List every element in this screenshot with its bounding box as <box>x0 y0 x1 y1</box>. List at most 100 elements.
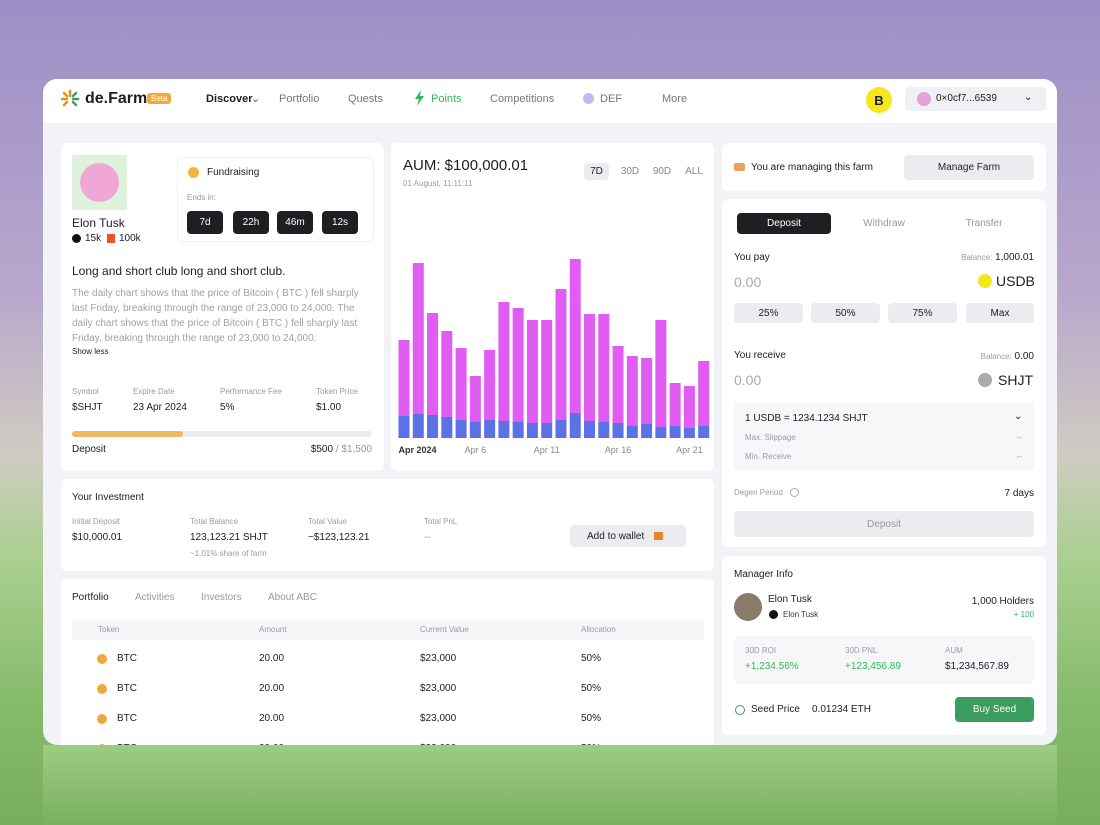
bar <box>612 423 624 438</box>
bolt-icon <box>415 90 424 106</box>
bar <box>626 356 638 426</box>
chart: Apr 2024 Apr 6 Apr 11 Apr 16 Apr 21 <box>398 259 710 455</box>
column-header[interactable]: Allocation <box>581 625 616 634</box>
balance: 1,000.01 <box>995 252 1034 263</box>
tab[interactable]: Investors <box>201 592 242 603</box>
seed-label: Seed Price <box>751 704 800 715</box>
receive-amount: 0.00 <box>734 372 762 388</box>
bar <box>598 314 610 422</box>
tab[interactable]: About ABC <box>268 592 317 603</box>
field-label: Token Price <box>316 387 358 396</box>
bar <box>498 421 510 438</box>
table-cell: 50% <box>581 683 602 694</box>
bar <box>655 320 667 427</box>
bar <box>498 302 510 421</box>
investment-title: Your Investment <box>72 492 144 503</box>
btc-icon <box>97 714 107 724</box>
column-header[interactable]: Amount <box>259 625 287 634</box>
nav-item[interactable]: Portfolio <box>279 93 320 105</box>
bar <box>541 320 553 423</box>
bar <box>484 350 496 420</box>
blast-icon[interactable]: B <box>866 87 892 113</box>
nav-item[interactable]: More <box>662 93 688 105</box>
bar <box>441 417 453 438</box>
add-wallet-button[interactable]: Add to wallet <box>570 525 686 547</box>
range-button[interactable]: 30D <box>620 166 640 177</box>
manage-button[interactable]: Manage Farm <box>904 155 1034 180</box>
rate[interactable]: 1 USDB = 1234.1234 SHJT <box>745 413 868 424</box>
tab[interactable]: Activities <box>135 592 175 603</box>
bar <box>584 314 596 421</box>
seed-value: 0.01234 ETH <box>812 704 871 715</box>
inv-value: ~$123,123.21 <box>308 532 370 543</box>
manager-title: Manager Info <box>734 569 793 580</box>
heading: Long and short club long and short club. <box>72 264 286 278</box>
percent-button[interactable]: 25% <box>734 303 803 323</box>
bar <box>512 422 524 438</box>
you-pay: You pay <box>734 252 770 263</box>
deposit-button[interactable]: Deposit <box>734 511 1034 537</box>
x-icon <box>769 610 778 619</box>
degen: 7 days <box>1004 488 1034 499</box>
bar <box>427 415 439 438</box>
field-value: 23 Apr 2024 <box>133 402 187 413</box>
table-cell: 20.00 <box>259 683 285 694</box>
slippage: -- <box>1016 433 1022 442</box>
nav-item[interactable]: Discover <box>206 93 253 105</box>
pay-amount[interactable]: 0.00 <box>734 274 762 290</box>
shjt-icon <box>978 373 992 387</box>
balance-label: Balance: <box>961 253 993 262</box>
bar <box>469 376 481 422</box>
trade-card <box>722 199 1046 547</box>
bar <box>612 346 624 423</box>
percent-button[interactable]: 50% <box>811 303 880 323</box>
show-less[interactable]: Show less <box>72 347 109 356</box>
column-header: Token <box>98 625 120 634</box>
bar <box>398 416 410 438</box>
progress-amount: $500 / $1,500 <box>311 444 372 455</box>
raised: $500 <box>310 444 334 455</box>
buy-seed-button[interactable]: Buy Seed <box>955 697 1034 722</box>
bar <box>641 358 653 424</box>
range-button[interactable]: 90D <box>652 166 672 177</box>
stat-label: 30D ROI <box>745 646 777 655</box>
range-button[interactable]: ALL <box>685 166 703 177</box>
nav-item[interactable]: Points <box>431 93 462 105</box>
inv-value: -- <box>424 532 431 543</box>
chevron: ⌄ <box>1014 411 1023 422</box>
countdown: 7d <box>187 211 223 234</box>
wallet-address: 0×0cf7...6539 <box>936 93 997 104</box>
trade-tab[interactable]: Withdraw <box>863 218 905 229</box>
table-cell: 50% <box>581 713 602 724</box>
x-tick-label: Apr 6 <box>465 445 487 455</box>
x-icon <box>72 234 81 243</box>
percent-button[interactable]: 75% <box>888 303 957 323</box>
range-button[interactable]: 7D <box>584 163 609 180</box>
bar <box>683 428 695 438</box>
seed-icon <box>735 705 745 715</box>
x-tick-label: Apr 16 <box>605 445 632 455</box>
logo[interactable]: de.Farm <box>85 90 148 107</box>
bar <box>698 361 710 426</box>
tab[interactable]: Portfolio <box>72 592 109 603</box>
balance: 0.00 <box>1014 351 1034 362</box>
bar <box>555 289 567 420</box>
inv-value: 123,123.21 SHJT <box>190 532 268 543</box>
bar <box>569 259 581 413</box>
column-header[interactable]: Current Value <box>420 625 469 634</box>
bar <box>683 386 695 428</box>
nav-item[interactable]: DEF <box>600 93 622 105</box>
percent-button[interactable]: Max <box>966 303 1034 323</box>
usdb-icon <box>978 274 992 288</box>
fundraising-box <box>177 157 374 242</box>
trade-tab[interactable]: Transfer <box>965 218 1003 229</box>
stat-label: 30D PNL <box>845 646 878 655</box>
table-header <box>72 619 704 640</box>
table-cell: BTC <box>117 683 137 694</box>
bar <box>569 413 581 438</box>
nav-item[interactable]: Competitions <box>490 93 555 105</box>
description: The daily chart shows that the price of … <box>72 288 359 344</box>
nav-item[interactable]: Quests <box>348 93 383 105</box>
trade-tab[interactable]: Deposit <box>737 213 831 234</box>
